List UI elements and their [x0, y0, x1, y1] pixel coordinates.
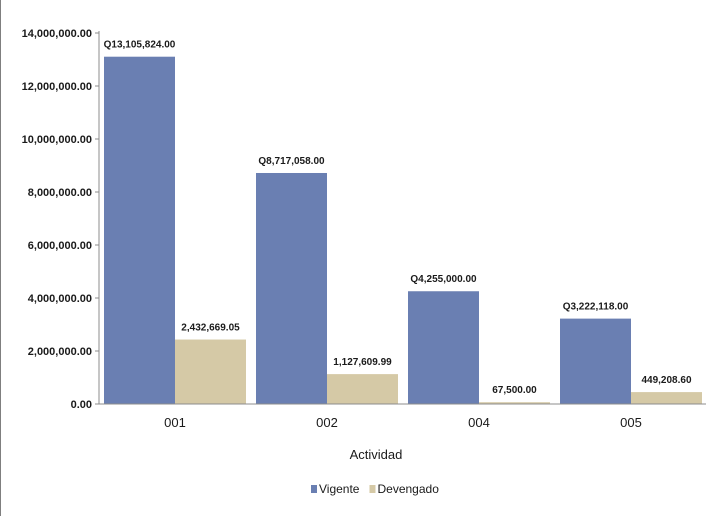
data-label-devengado-005: 449,208.60	[641, 375, 691, 386]
y-tick-label: 0.00	[71, 399, 92, 411]
bar-vigente-001	[104, 56, 175, 404]
x-tick-label-001: 001	[164, 415, 186, 430]
bar-vigente-002	[256, 172, 327, 404]
data-label-vigente-002: Q8,717,058.00	[258, 156, 325, 167]
x-tick-label-005: 005	[620, 415, 642, 430]
data-label-devengado-004: 67,500.00	[492, 385, 537, 396]
bar-vigente-005	[560, 318, 631, 404]
legend-swatch-vigente	[311, 485, 317, 493]
bar-devengado-002	[327, 374, 398, 404]
data-label-devengado-001: 2,432,669.05	[181, 323, 240, 334]
legend-swatch-devengado	[369, 485, 376, 493]
y-tick-label: 10,000,000.00	[22, 134, 92, 146]
bar-devengado-001	[175, 339, 246, 404]
x-tick-label-002: 002	[316, 415, 338, 430]
data-label-vigente-004: Q4,255,000.00	[410, 274, 477, 285]
legend-label-devengado: Devengado	[377, 482, 439, 496]
y-tick-label: 14,000,000.00	[22, 28, 92, 40]
y-tick-label: 8,000,000.00	[28, 187, 92, 199]
x-tick-label-004: 004	[468, 415, 490, 430]
x-axis-title: Actividad	[350, 447, 403, 462]
y-tick-label: 4,000,000.00	[28, 293, 92, 305]
data-labels: Q13,105,824.00 2,432,669.05 Q8,717,058.00 1…	[104, 40, 692, 397]
y-tick-label: 2,000,000.00	[28, 346, 92, 358]
legend: Vigente Devengado	[311, 482, 439, 496]
bar-devengado-005	[631, 392, 702, 404]
x-axis: 001 002 004 005	[99, 403, 706, 430]
data-label-vigente-005: Q3,222,118.00	[563, 302, 629, 313]
y-axis: 0.00 2,000,000.00 4,000,000.00 6,000,000.00…	[22, 28, 100, 411]
data-label-vigente-001: Q13,105,824.00	[104, 40, 176, 51]
legend-label-vigente: Vigente	[319, 482, 360, 496]
bar-devengado-004	[479, 402, 550, 404]
y-tick-label: 12,000,000.00	[22, 81, 92, 93]
bars	[104, 56, 702, 404]
y-tick-label: 6,000,000.00	[28, 240, 92, 252]
bar-vigente-004	[408, 291, 479, 404]
data-label-devengado-002: 1,127,609.99	[333, 357, 392, 368]
